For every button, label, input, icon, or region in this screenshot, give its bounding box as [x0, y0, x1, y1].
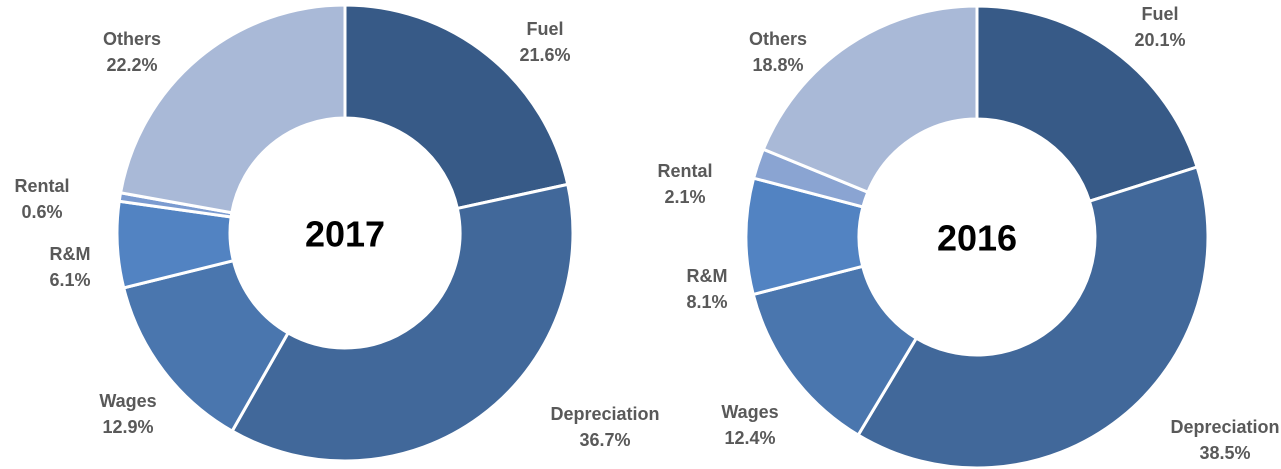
slice-label: Fuel [1141, 4, 1178, 24]
slice-value: 12.4% [724, 428, 775, 448]
slice-value: 12.9% [102, 417, 153, 437]
slice-value: 2.1% [664, 187, 705, 207]
slice-value: 22.2% [106, 55, 157, 75]
slice-label: R&M [687, 266, 728, 286]
slice-value: 20.1% [1134, 30, 1185, 50]
slice-value: 36.7% [579, 430, 630, 450]
slice-label: Wages [99, 391, 156, 411]
center-title: 2016 [937, 218, 1017, 259]
slice-value: 18.8% [752, 55, 803, 75]
slice-value: 0.6% [21, 202, 62, 222]
slice-value: 21.6% [519, 45, 570, 65]
slice-label: Fuel [526, 19, 563, 39]
slice-label: Depreciation [550, 404, 659, 424]
slice [975, 4, 1200, 204]
slice-value: 6.1% [49, 270, 90, 290]
slice-label: Rental [14, 176, 69, 196]
donut-chart: Fuel 21.6% Depreciation 36.7% Wages 12.9% R&M 6… [14, 3, 660, 463]
slice [118, 3, 347, 215]
donut-chart: Fuel 20.1% Depreciation 38.5% Wages 12.4% R&M 8… [657, 4, 1280, 469]
slice [230, 182, 575, 463]
center-title: 2017 [305, 214, 385, 255]
slice-label: Others [749, 29, 807, 49]
slice [856, 165, 1210, 469]
slice-label: Wages [721, 402, 778, 422]
slice [761, 4, 979, 195]
slice-label: R&M [50, 244, 91, 264]
slice-label: Others [103, 29, 161, 49]
slice-label: Rental [657, 161, 712, 181]
slice [343, 3, 570, 211]
slice-value: 8.1% [686, 292, 727, 312]
slice-label: Depreciation [1170, 417, 1279, 437]
slice-value: 38.5% [1199, 443, 1250, 463]
